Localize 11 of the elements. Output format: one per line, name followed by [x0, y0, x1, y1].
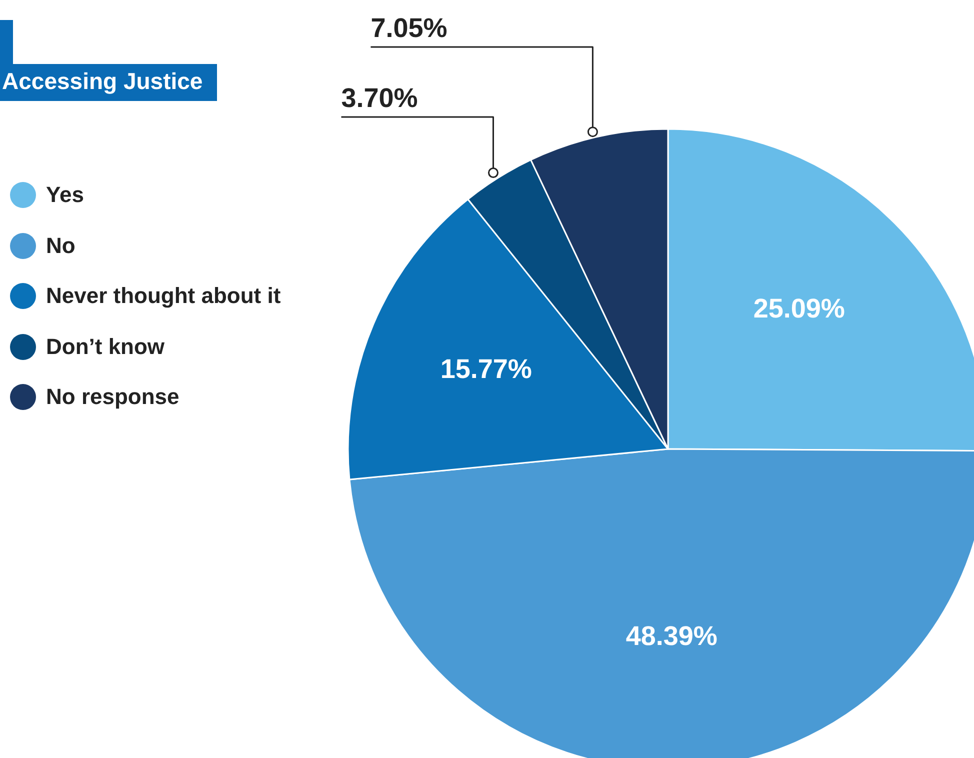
legend-label: No response [46, 384, 180, 410]
legend-label: Never thought about it [46, 283, 281, 310]
legend-label: Don’t know [46, 334, 165, 360]
data-label: 25.09% [753, 294, 845, 324]
legend-label: No [46, 232, 76, 259]
data-label: 3.70% [341, 83, 418, 113]
data-label: 15.77% [440, 354, 532, 384]
legend-label: Yes [46, 182, 84, 208]
data-label: 48.39% [626, 620, 718, 651]
data-label: 7.05% [370, 13, 448, 43]
text: Accessing Justice [0, 64, 217, 101]
